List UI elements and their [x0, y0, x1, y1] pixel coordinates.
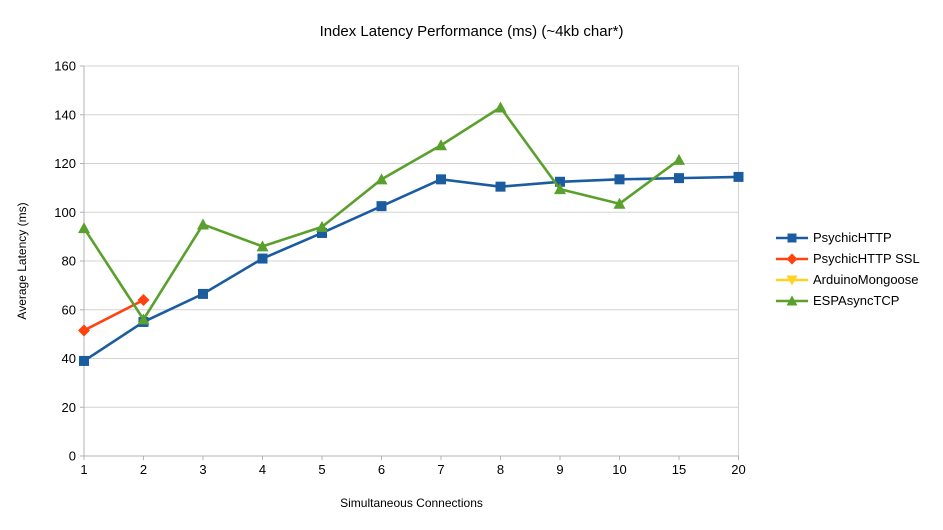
- y-tick-label: 60: [62, 302, 76, 317]
- series-espasynctcp: [78, 101, 685, 325]
- x-tick-label: 10: [612, 462, 626, 477]
- legend-swatch-espasynctcp: [776, 295, 808, 305]
- series-marker-espasynctcp: [78, 222, 90, 234]
- x-tick-label: 1: [80, 462, 87, 477]
- series-psychichttp: [79, 171, 744, 366]
- series-marker-espasynctcp: [673, 153, 685, 165]
- series-marker-psychichttp-ssl: [78, 324, 90, 337]
- series-marker-espasynctcp: [554, 183, 566, 195]
- series-marker-espasynctcp: [494, 101, 507, 113]
- series-line-espasynctcp: [82, 105, 680, 322]
- legend-marker-square-icon: [787, 233, 797, 242]
- series-line-psychichttp: [83, 175, 739, 363]
- legend-marker-triangle-up-icon: [786, 295, 798, 305]
- legend-item-arduinomongoose: ArduinoMongoose: [775, 269, 920, 290]
- legend: PsychicHTTP PsychicHTTP SSL ArduinoMongoos…: [775, 227, 920, 311]
- legend-marker-triangle-down-icon: [786, 275, 798, 285]
- series-marker-espasynctcp: [316, 220, 328, 232]
- y-tick-label: 0: [69, 449, 76, 464]
- y-tick-label: 160: [54, 59, 76, 74]
- legend-label: ArduinoMongoose: [813, 272, 919, 287]
- y-tick-label: 40: [62, 351, 76, 366]
- x-tick-label: 4: [259, 462, 266, 477]
- series-marker-espasynctcp: [197, 218, 209, 230]
- legend-item-psychichttp-ssl: PsychicHTTP SSL: [775, 248, 920, 269]
- legend-item-psychichttp: PsychicHTTP: [775, 227, 920, 248]
- series-marker-psychichttp: [79, 355, 89, 366]
- x-tick-label: 5: [318, 462, 325, 477]
- legend-label: PsychicHTTP SSL: [813, 251, 920, 266]
- legend-marker-diamond-icon: [786, 253, 798, 264]
- series-marker-psychichttp: [376, 201, 387, 212]
- series-marker-espasynctcp: [256, 240, 269, 252]
- series-marker-psychichttp: [674, 173, 684, 184]
- legend-swatch-arduinomongoose: [776, 275, 808, 285]
- series-marker-psychichttp: [555, 176, 565, 187]
- series-marker-psychichttp-ssl: [137, 294, 150, 306]
- x-tick-label: 20: [731, 462, 745, 477]
- series-marker-espasynctcp: [137, 313, 150, 325]
- series-marker-psychichttp: [436, 174, 446, 185]
- series-marker-psychichttp: [733, 171, 744, 182]
- x-tick-label: 7: [437, 462, 444, 477]
- y-axis-title: Average Latency (ms): [15, 202, 29, 320]
- series-marker-psychichttp: [257, 253, 268, 264]
- series-marker-psychichttp: [198, 288, 208, 299]
- y-tick-label: 20: [62, 400, 76, 415]
- y-tick-label: 100: [54, 205, 76, 220]
- x-tick-label: 3: [199, 462, 206, 477]
- legend-swatch-psychichttp: [776, 233, 808, 242]
- series-marker-psychichttp: [317, 227, 327, 238]
- legend-label: PsychicHTTP: [813, 230, 892, 245]
- x-tick-label: 15: [672, 462, 686, 477]
- series-marker-psychichttp: [614, 174, 625, 185]
- y-tick-label: 120: [54, 156, 76, 171]
- series-marker-espasynctcp: [435, 139, 447, 151]
- y-tick-label: 140: [54, 107, 76, 122]
- legend-item-espasynctcp: ESPAsyncTCP: [775, 290, 920, 311]
- y-tick-label: 80: [62, 254, 76, 269]
- x-axis-title: Simultaneous Connections: [340, 496, 483, 510]
- legend-swatch-psychichttp-ssl: [776, 253, 808, 264]
- series-marker-espasynctcp: [613, 197, 626, 209]
- x-tick-label: 8: [497, 462, 504, 477]
- x-tick-label: 6: [378, 462, 385, 477]
- series-psychichttp-ssl: [78, 294, 150, 337]
- series-marker-psychichttp: [495, 181, 506, 192]
- x-tick-label: 9: [556, 462, 563, 477]
- x-tick-label: 2: [140, 462, 147, 477]
- chart-title: Index Latency Performance (ms) (~4kb cha…: [319, 23, 624, 40]
- legend-label: ESPAsyncTCP: [813, 293, 900, 308]
- series-marker-espasynctcp: [375, 173, 388, 185]
